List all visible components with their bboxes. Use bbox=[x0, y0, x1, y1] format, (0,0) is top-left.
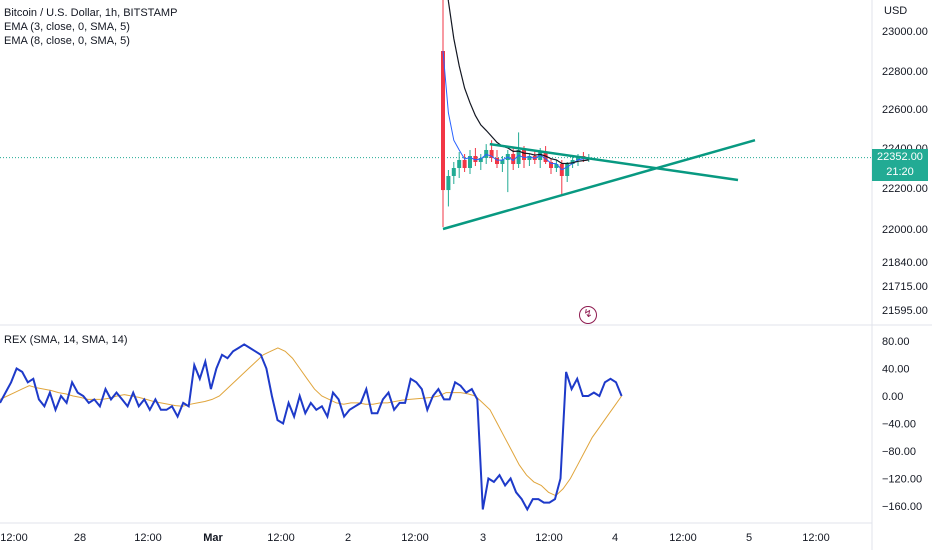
time-tick-label: 2 bbox=[345, 532, 351, 544]
candle-body bbox=[543, 152, 548, 162]
symbol-title[interactable]: Bitcoin / U.S. Dollar, 1h, BITSTAMP bbox=[4, 7, 178, 19]
candle-body bbox=[441, 51, 445, 191]
candle-body bbox=[565, 164, 570, 176]
time-tick-label: 28 bbox=[74, 532, 86, 544]
candle-body bbox=[446, 176, 451, 191]
trendline bbox=[489, 142, 739, 182]
candle-body bbox=[462, 160, 467, 168]
price-tick-label: 23000.00 bbox=[882, 26, 928, 38]
time-tick-label: 4 bbox=[612, 532, 618, 544]
candle-body bbox=[516, 150, 521, 164]
time-tick-label: 3 bbox=[480, 532, 486, 544]
candle-body bbox=[457, 160, 462, 168]
chart-legend: Bitcoin / U.S. Dollar, 1h, BITSTAMP EMA … bbox=[4, 6, 177, 48]
candle-body bbox=[473, 156, 478, 162]
candle-body bbox=[495, 158, 499, 164]
candles[interactable] bbox=[441, 0, 591, 227]
trendlines[interactable] bbox=[442, 138, 756, 231]
price-tick-label: 21715.00 bbox=[882, 281, 928, 293]
rex-tick-label: 0.00 bbox=[882, 391, 903, 403]
candle-body bbox=[468, 156, 472, 168]
candle-body bbox=[500, 160, 505, 164]
time-tick-label: 12:00 bbox=[669, 532, 697, 544]
candle-body bbox=[554, 164, 559, 168]
last-price-tag: 22352.00 21:20 bbox=[872, 149, 928, 181]
ema-3-line bbox=[442, 50, 589, 171]
rex-line bbox=[0, 343, 623, 512]
price-tick-label: 22200.00 bbox=[882, 183, 928, 195]
time-tick-label: 12:00 bbox=[401, 532, 429, 544]
ema-3-legend[interactable]: EMA (3, close, 0, SMA, 5) bbox=[4, 21, 130, 33]
time-tick-label: 12:00 bbox=[0, 532, 28, 544]
time-axis[interactable]: 12:00 28 12:00 Mar 12:00 2 12:00 3 12:00 4 12:00 5 1… bbox=[0, 532, 830, 544]
price-tick-label: 22800.00 bbox=[882, 66, 928, 78]
candle-body bbox=[451, 168, 456, 176]
price-axis[interactable]: 23000.0022800.0022600.0022400.0022200.00… bbox=[882, 26, 928, 317]
price-tick-label: 21840.00 bbox=[882, 257, 928, 269]
rex-tick-label: 40.00 bbox=[882, 364, 910, 376]
price-tick-label: 22000.00 bbox=[882, 224, 928, 236]
trendline bbox=[442, 138, 756, 231]
rex-axis[interactable]: 80.00 40.00 0.00 −40.00 −80.00 −120.00 −160.00 bbox=[882, 336, 922, 513]
candle-body bbox=[527, 156, 532, 160]
price-tick-label: 21595.00 bbox=[882, 305, 928, 317]
time-tick-label: 12:00 bbox=[535, 532, 563, 544]
rex-tick-label: 80.00 bbox=[882, 336, 910, 348]
rex-tick-label: −80.00 bbox=[882, 446, 916, 458]
rex-tick-label: −160.00 bbox=[882, 501, 922, 513]
price-tick-label: 22600.00 bbox=[882, 104, 928, 116]
rex-signal-line bbox=[0, 347, 623, 497]
candle-body bbox=[538, 152, 543, 160]
candle-body bbox=[549, 162, 553, 168]
time-tick-label: 12:00 bbox=[267, 532, 295, 544]
candle-body bbox=[478, 158, 483, 162]
rex-tick-label: −120.00 bbox=[882, 474, 922, 486]
time-tick-label: 5 bbox=[746, 532, 752, 544]
time-tick-label: Mar bbox=[203, 532, 223, 544]
candle-body bbox=[570, 160, 575, 164]
lightning-icon[interactable]: ↯ bbox=[579, 306, 597, 324]
candle-body bbox=[511, 154, 516, 164]
currency-label[interactable]: USD bbox=[884, 5, 908, 17]
rex-legend[interactable]: REX (SMA, 14, SMA, 14) bbox=[4, 334, 128, 346]
time-tick-label: 12:00 bbox=[802, 532, 830, 544]
time-tick-label: 12:00 bbox=[134, 532, 162, 544]
ema-8-line bbox=[447, 0, 589, 165]
rex-tick-label: −40.00 bbox=[882, 419, 916, 431]
last-price-value: 22352.00 bbox=[877, 151, 923, 163]
candle-body bbox=[522, 150, 526, 160]
ema-8-legend[interactable]: EMA (8, close, 0, SMA, 5) bbox=[4, 35, 130, 47]
bar-countdown: 21:20 bbox=[886, 166, 914, 178]
candle-body bbox=[489, 150, 494, 158]
